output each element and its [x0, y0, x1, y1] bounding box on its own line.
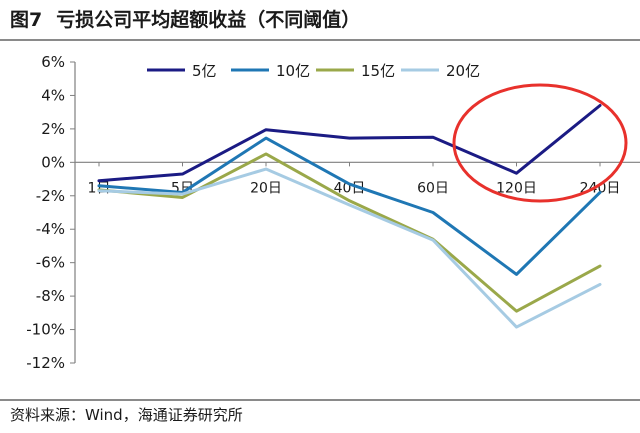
figure-title: 图7 亏损公司平均超额收益（不同阈值）: [10, 6, 360, 34]
series-line-3: [97, 152, 602, 313]
line-chart: 6%4%2%0%-2%-4%-6%-8%-10%-12%1日 5日 20日 40日 60…: [26, 53, 640, 372]
y-tick-label: -10%: [26, 321, 65, 339]
source-divider: [0, 399, 640, 401]
figure-number: 图7: [10, 9, 43, 31]
x-tick-label: 120日: [496, 180, 537, 196]
x-tick-label: 20日: [250, 180, 282, 196]
series-line-2: [97, 136, 602, 276]
y-tick-label: -6%: [36, 254, 65, 272]
y-tick-label: 6%: [41, 53, 65, 71]
series-line-4: [97, 167, 602, 329]
y-tick-label: -4%: [36, 220, 65, 238]
highlight-ellipse: [452, 83, 628, 203]
series-line-1: [97, 103, 602, 183]
y-tick-label: -12%: [26, 354, 65, 372]
legend-label: 20亿: [446, 62, 480, 80]
x-tick-label: 1日: [88, 180, 111, 196]
y-tick-label: 2%: [41, 120, 65, 138]
y-tick-label: -2%: [36, 187, 65, 205]
y-tick-label: 4%: [41, 86, 65, 104]
y-tick-label: -8%: [36, 287, 65, 305]
source-note: 资料来源：Wind，海通证券研究所: [10, 406, 243, 424]
legend-label: 5亿: [192, 62, 217, 80]
x-tick-label: 240日: [580, 180, 621, 196]
legend-label: 10亿: [276, 62, 310, 80]
figure-title-text: 亏损公司平均超额收益（不同阈值）: [56, 9, 361, 31]
x-tick-label: 40日: [334, 180, 366, 196]
y-tick-label: 0%: [41, 153, 65, 171]
title-divider: [0, 39, 640, 41]
legend-label: 15亿: [361, 62, 395, 80]
x-tick-label: 60日: [417, 180, 449, 196]
